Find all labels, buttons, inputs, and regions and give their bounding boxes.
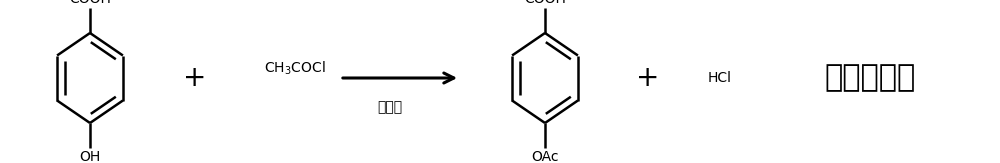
Text: +: +	[636, 64, 660, 92]
Text: OAc: OAc	[531, 150, 559, 163]
Text: HCl: HCl	[708, 71, 732, 85]
Text: COOH: COOH	[524, 0, 566, 6]
Text: 环已烷: 环已烷	[377, 100, 403, 114]
Text: OH: OH	[79, 150, 101, 163]
Text: +: +	[183, 64, 207, 92]
Text: 乙酰化反应: 乙酰化反应	[824, 64, 916, 92]
Text: CH$_3$COCl: CH$_3$COCl	[264, 59, 326, 77]
Text: COOH: COOH	[69, 0, 111, 6]
